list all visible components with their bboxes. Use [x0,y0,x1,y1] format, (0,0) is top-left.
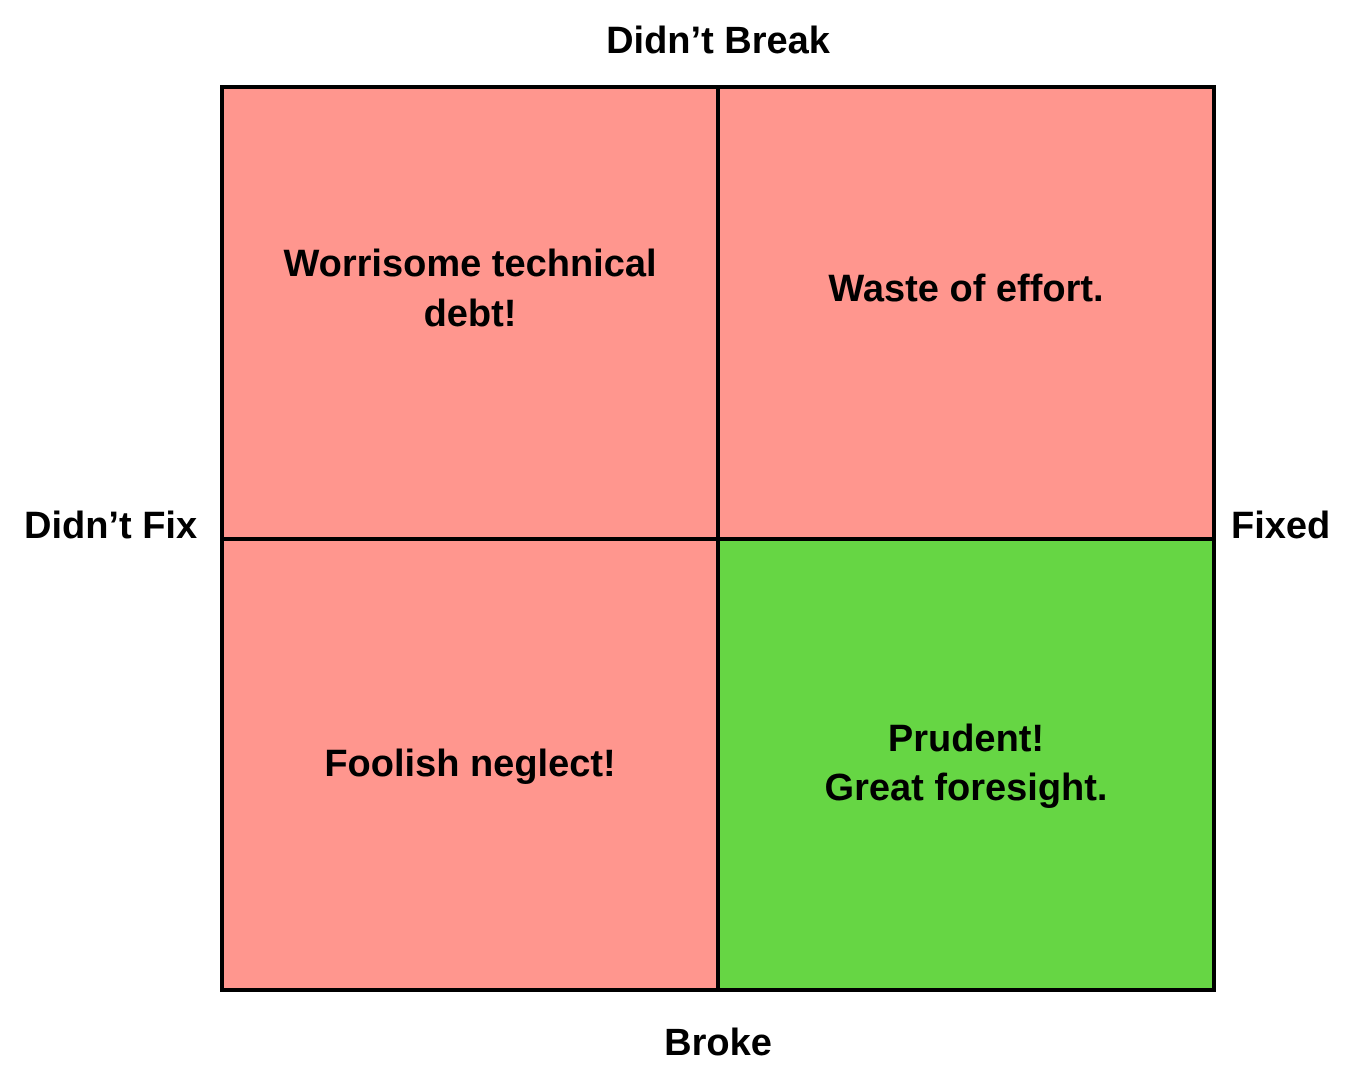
quadrant-grid: Worrisome technical debt! Waste of effor… [220,85,1216,992]
quadrant-top-right: Waste of effort. [718,89,1212,539]
axis-label-left: Didn’t Fix [24,505,198,547]
quadrant-bottom-right-text: Prudent! Great foresight. [824,717,1108,810]
axis-label-top: Didn’t Break [606,20,830,62]
axis-label-bottom: Broke [664,1022,772,1064]
quadrant-top-right-text: Waste of effort. [828,268,1104,311]
quadrant-top-left-text: Worrisome technical debt! [283,243,657,335]
axis-label-right: Fixed [1231,505,1331,547]
quadrant-bottom-left: Foolish neglect! [224,538,718,988]
quadrant-bottom-right: Prudent! Great foresight. [718,538,1212,988]
quadrant-top-left: Worrisome technical debt! [224,89,718,539]
quadrant-bottom-left-text: Foolish neglect! [324,742,616,785]
